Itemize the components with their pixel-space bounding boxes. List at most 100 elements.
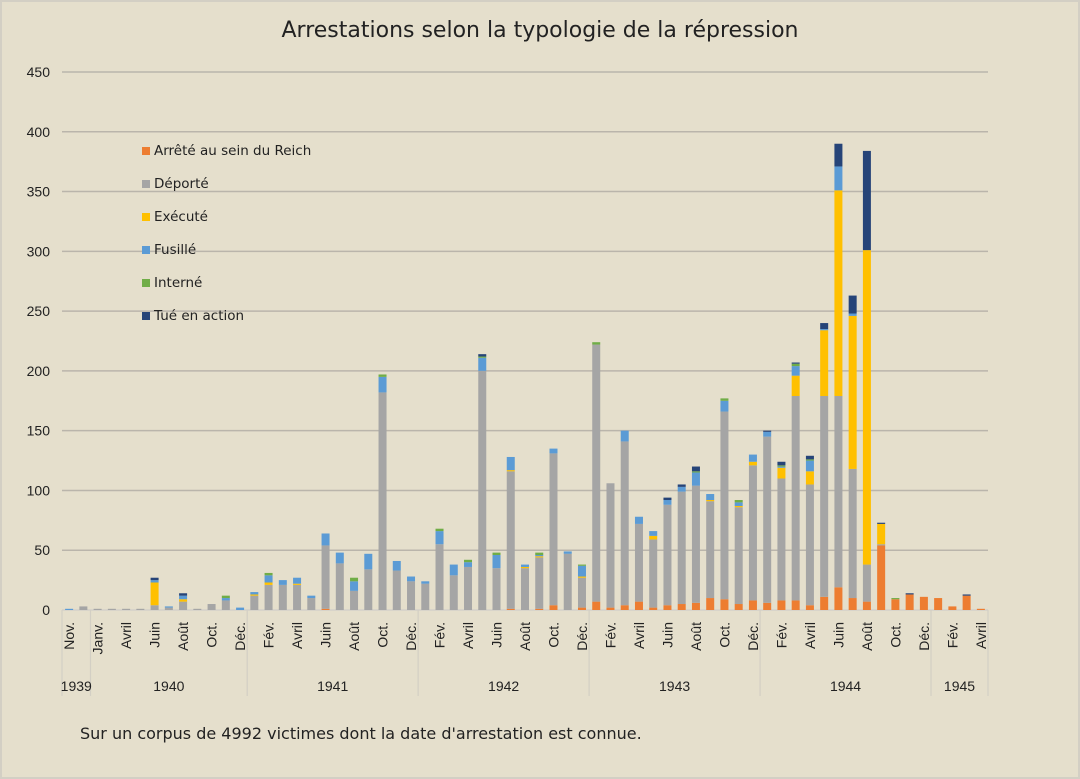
- x-tick-label: Déc.: [745, 622, 761, 651]
- bar-segment: [905, 594, 914, 610]
- bar-segment: [506, 456, 515, 471]
- y-tick-label: 150: [27, 423, 51, 439]
- x-tick-label: Août: [346, 622, 362, 651]
- x-tick-label: Juin: [830, 622, 846, 648]
- bar-segment: [962, 595, 971, 610]
- legend-label: Interné: [154, 274, 203, 291]
- bar-segment: [449, 575, 458, 610]
- bar-segment: [521, 568, 529, 610]
- bar-segment: [421, 581, 430, 584]
- x-tick-label: Juin: [489, 622, 505, 648]
- bar-segment: [293, 583, 302, 585]
- year-label: 1941: [317, 678, 348, 694]
- bar-segment: [563, 551, 572, 554]
- x-tick-label: Déc.: [232, 622, 248, 651]
- bar-segment: [392, 570, 401, 610]
- x-tick-label: Déc.: [403, 622, 419, 651]
- bar-segment: [236, 607, 245, 610]
- bar-segment: [877, 544, 886, 546]
- bar-segment: [264, 572, 273, 576]
- bar-segment: [150, 580, 159, 583]
- y-tick-label: 100: [27, 482, 51, 498]
- bar-segment: [136, 608, 145, 610]
- year-label: 1940: [153, 678, 184, 694]
- bar-segment: [791, 366, 800, 376]
- bar-segment: [677, 604, 686, 610]
- bar-segment: [350, 581, 359, 591]
- bar-segment: [748, 461, 757, 466]
- legend-swatch: [142, 311, 150, 320]
- bar-segment: [706, 501, 715, 599]
- x-tick-label: Oct.: [204, 622, 220, 648]
- year-label: 1945: [944, 678, 975, 694]
- legend-swatch: [142, 245, 150, 254]
- bar-segment: [335, 552, 344, 564]
- y-tick-label: 400: [27, 124, 51, 140]
- bar-segment: [577, 576, 586, 578]
- bar-segment: [805, 484, 814, 606]
- bar-segment: [734, 502, 743, 506]
- bar-segment: [748, 465, 757, 601]
- bar-segment: [634, 516, 643, 524]
- bar-segment: [577, 577, 586, 608]
- bar-segment: [221, 598, 230, 601]
- x-tick-label: Fév.: [944, 622, 960, 648]
- legend-item: Interné: [142, 266, 311, 299]
- bar-segment: [763, 436, 772, 603]
- bar-segment: [79, 606, 88, 610]
- bar-segment: [464, 562, 473, 567]
- bar-segment: [592, 344, 601, 602]
- bar-segment: [663, 497, 672, 501]
- legend-item: Déporté: [142, 167, 311, 200]
- bar-segment: [250, 595, 259, 610]
- bar-segment: [506, 470, 515, 472]
- bar-segment: [720, 398, 729, 401]
- x-tick-label: Déc.: [916, 622, 932, 651]
- x-tick-label: Août: [859, 622, 875, 651]
- legend-item: Exécuté: [142, 200, 311, 233]
- bar-segment: [763, 602, 772, 610]
- bar-segment: [221, 595, 230, 599]
- bar-segment: [264, 584, 273, 610]
- bar-segment: [763, 431, 772, 437]
- bar-segment: [592, 601, 601, 610]
- bar-segment: [521, 566, 529, 569]
- bar-segment: [934, 598, 943, 610]
- bar-segment: [777, 461, 786, 466]
- legend-swatch: [142, 179, 150, 188]
- x-tick-label: Juin: [659, 622, 675, 648]
- bar-segment: [891, 599, 900, 610]
- bar-segment: [691, 472, 700, 486]
- bar-segment: [848, 315, 857, 469]
- bar-segment: [264, 575, 273, 583]
- bar-segment: [364, 569, 373, 610]
- bar-segment: [791, 375, 800, 396]
- bar-segment: [492, 552, 501, 556]
- x-tick-label: Fév.: [432, 622, 448, 648]
- bar-segment: [321, 533, 330, 546]
- year-label: 1939: [61, 678, 92, 694]
- bar-segment: [748, 454, 757, 462]
- legend-swatch: [142, 146, 150, 155]
- x-tick-label: Nov.: [61, 622, 77, 650]
- bar-segment: [378, 374, 387, 377]
- bar-segment: [492, 568, 501, 610]
- bar-segment: [435, 531, 444, 545]
- x-tick-label: Août: [175, 622, 191, 651]
- x-tick-label: Oct.: [887, 622, 903, 648]
- bar-segment: [820, 329, 829, 331]
- bar-segment: [706, 500, 715, 502]
- bar-segment: [820, 596, 829, 610]
- bar-segment: [464, 566, 473, 610]
- bar-segment: [478, 354, 487, 357]
- bar-segment: [691, 602, 700, 610]
- bar-segment: [805, 459, 814, 461]
- bar-segment: [848, 598, 857, 610]
- bar-segment: [649, 607, 658, 610]
- bar-segment: [492, 555, 501, 569]
- bar-segment: [734, 500, 743, 503]
- bar-segment: [791, 600, 800, 610]
- bar-segment: [364, 553, 373, 570]
